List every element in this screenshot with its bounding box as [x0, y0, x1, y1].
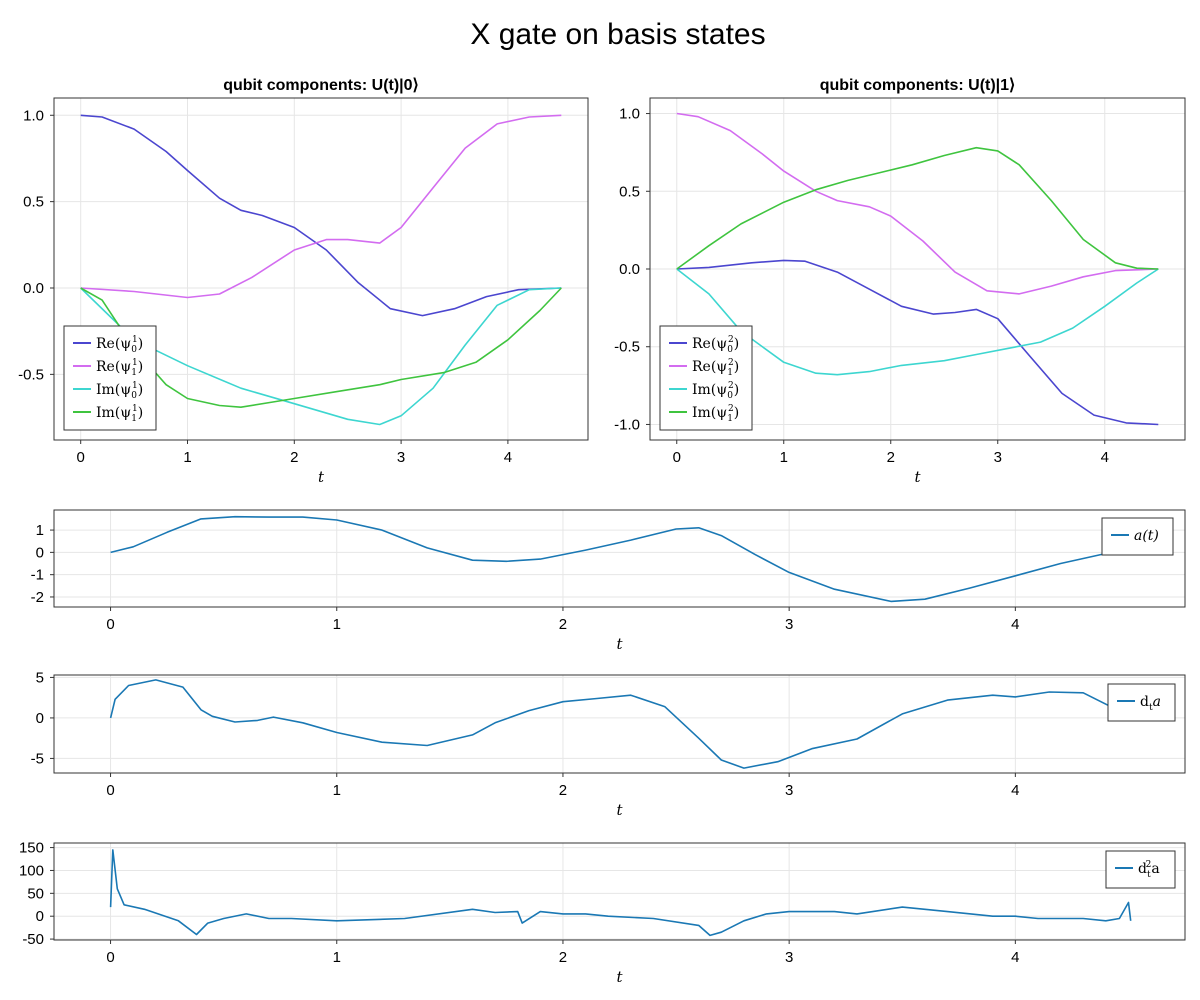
x-tick-label: 1 — [333, 949, 341, 966]
y-tick-label: -1.0 — [614, 416, 640, 433]
legend: Re(ψ01) Re(ψ11) Im(ψ01) Im(ψ11) — [63, 325, 157, 431]
x-tick-label: 0 — [106, 782, 114, 799]
y-tick-label: 0 — [36, 710, 44, 727]
legend-label: Re(ψ01) — [96, 335, 143, 355]
x-tick-label: 2 — [290, 449, 298, 466]
legend: a(t) — [1101, 517, 1174, 556]
series-line-0 — [80, 114, 562, 317]
y-tick-label: -5 — [31, 750, 44, 767]
x-axis-label: t — [616, 968, 623, 986]
x-tick-label: 3 — [994, 449, 1002, 466]
x-tick-label: 1 — [333, 782, 341, 799]
x-tick-label: 1 — [183, 449, 191, 466]
panel-amplitude-derivative: 0 1 2 3 4 5 0 -5 t dta — [31, 669, 1186, 819]
x-tick-label: 0 — [673, 449, 681, 466]
legend-label: dta — [1140, 694, 1161, 713]
x-tick-label: 4 — [1011, 782, 1019, 799]
panel-u0-components: 0 1 2 3 4 1.0 0.5 0.0 -0.5 qubit components: U(t)… — [18, 77, 589, 486]
legend-label: Re(ψ02) — [692, 335, 739, 355]
series-line-0 — [110, 515, 1129, 603]
x-tick-label: 2 — [559, 616, 567, 633]
panel-title: qubit components: U(t)|0⟩ — [223, 77, 419, 94]
y-tick-label: 5 — [36, 669, 44, 686]
series-line-0 — [676, 259, 1159, 426]
x-tick-label: 2 — [887, 449, 895, 466]
series-line-1 — [80, 114, 562, 299]
legend-frame — [1105, 850, 1176, 889]
y-tick-label: 0.5 — [619, 183, 640, 200]
x-axis-label: t — [616, 635, 623, 653]
legend-label: Re(ψ12) — [692, 358, 739, 378]
y-tick-label: 50 — [27, 885, 44, 902]
y-tick-label: -0.5 — [614, 339, 640, 356]
x-tick-label: 4 — [1101, 449, 1109, 466]
y-tick-label: 0 — [36, 544, 44, 561]
series-line-0 — [109, 679, 1118, 769]
x-tick-label: 4 — [1011, 949, 1019, 966]
y-tick-label: -1 — [31, 567, 44, 584]
x-tick-label: 3 — [785, 949, 793, 966]
x-tick-label: 0 — [77, 449, 85, 466]
plot-frame — [53, 509, 1186, 608]
y-tick-label: 0.5 — [23, 194, 44, 211]
x-tick-label: 3 — [397, 449, 405, 466]
legend-label: Im(ψ02) — [692, 381, 739, 401]
panel-title: qubit components: U(t)|1⟩ — [820, 77, 1016, 94]
legend-label: dt2a — [1138, 860, 1160, 880]
x-tick-label: 1 — [333, 616, 341, 633]
x-tick-label: 2 — [559, 949, 567, 966]
x-tick-label: 1 — [780, 449, 788, 466]
y-tick-label: 0 — [36, 908, 44, 925]
series-line-3 — [676, 146, 1159, 270]
series-line-1 — [676, 112, 1159, 295]
panel-u1-components: 0 1 2 3 4 1.0 0.5 0.0 -0.5 -1.0 qubit components: … — [614, 77, 1186, 486]
y-tick-label: 1.0 — [619, 106, 640, 123]
legend-frame — [1107, 683, 1176, 722]
y-tick-label: 150 — [19, 840, 44, 857]
series-line-2 — [676, 268, 1159, 376]
x-tick-label: 3 — [785, 782, 793, 799]
y-tick-label: 0.0 — [23, 280, 44, 297]
x-tick-label: 0 — [106, 949, 114, 966]
y-tick-label: -2 — [31, 589, 44, 606]
panel-amplitude-second-derivative: 0 1 2 3 4 150 100 50 0 -50 t dt2a — [19, 840, 1186, 986]
plot-frame — [649, 97, 1186, 441]
y-tick-label: 100 — [19, 862, 44, 879]
y-tick-label: -0.5 — [18, 366, 44, 383]
legend: dta — [1107, 683, 1176, 722]
x-axis-label: t — [914, 468, 921, 486]
y-tick-label: 0.0 — [619, 261, 640, 278]
plot-frame — [53, 97, 589, 441]
plot-frame — [53, 674, 1186, 774]
x-axis-label: t — [318, 468, 325, 486]
x-axis-label: t — [616, 801, 623, 819]
legend-label: Im(ψ11) — [96, 404, 143, 424]
legend-label: a(t) — [1134, 528, 1159, 544]
series-line-2 — [80, 287, 562, 426]
legend: dt2a — [1105, 850, 1176, 889]
legend-label: Im(ψ12) — [692, 404, 739, 424]
x-tick-label: 4 — [1011, 616, 1019, 633]
legend-label: Im(ψ01) — [96, 381, 143, 401]
legend-frame — [1101, 517, 1174, 556]
x-tick-label: 0 — [106, 616, 114, 633]
x-tick-label: 3 — [785, 616, 793, 633]
y-tick-label: -50 — [22, 931, 44, 948]
legend-label: Re(ψ11) — [96, 358, 143, 378]
figure-title: X gate on basis states — [470, 18, 765, 51]
plot-frame — [53, 842, 1186, 941]
series-line-0 — [109, 849, 1132, 937]
legend: Re(ψ02) Re(ψ12) Im(ψ02) Im(ψ12) — [659, 325, 753, 431]
panel-amplitude: 0 1 2 3 4 1 0 -1 -2 t a(t) — [31, 509, 1186, 653]
x-tick-label: 2 — [559, 782, 567, 799]
y-tick-label: 1 — [36, 522, 44, 539]
x-tick-label: 4 — [504, 449, 512, 466]
y-tick-label: 1.0 — [23, 107, 44, 124]
